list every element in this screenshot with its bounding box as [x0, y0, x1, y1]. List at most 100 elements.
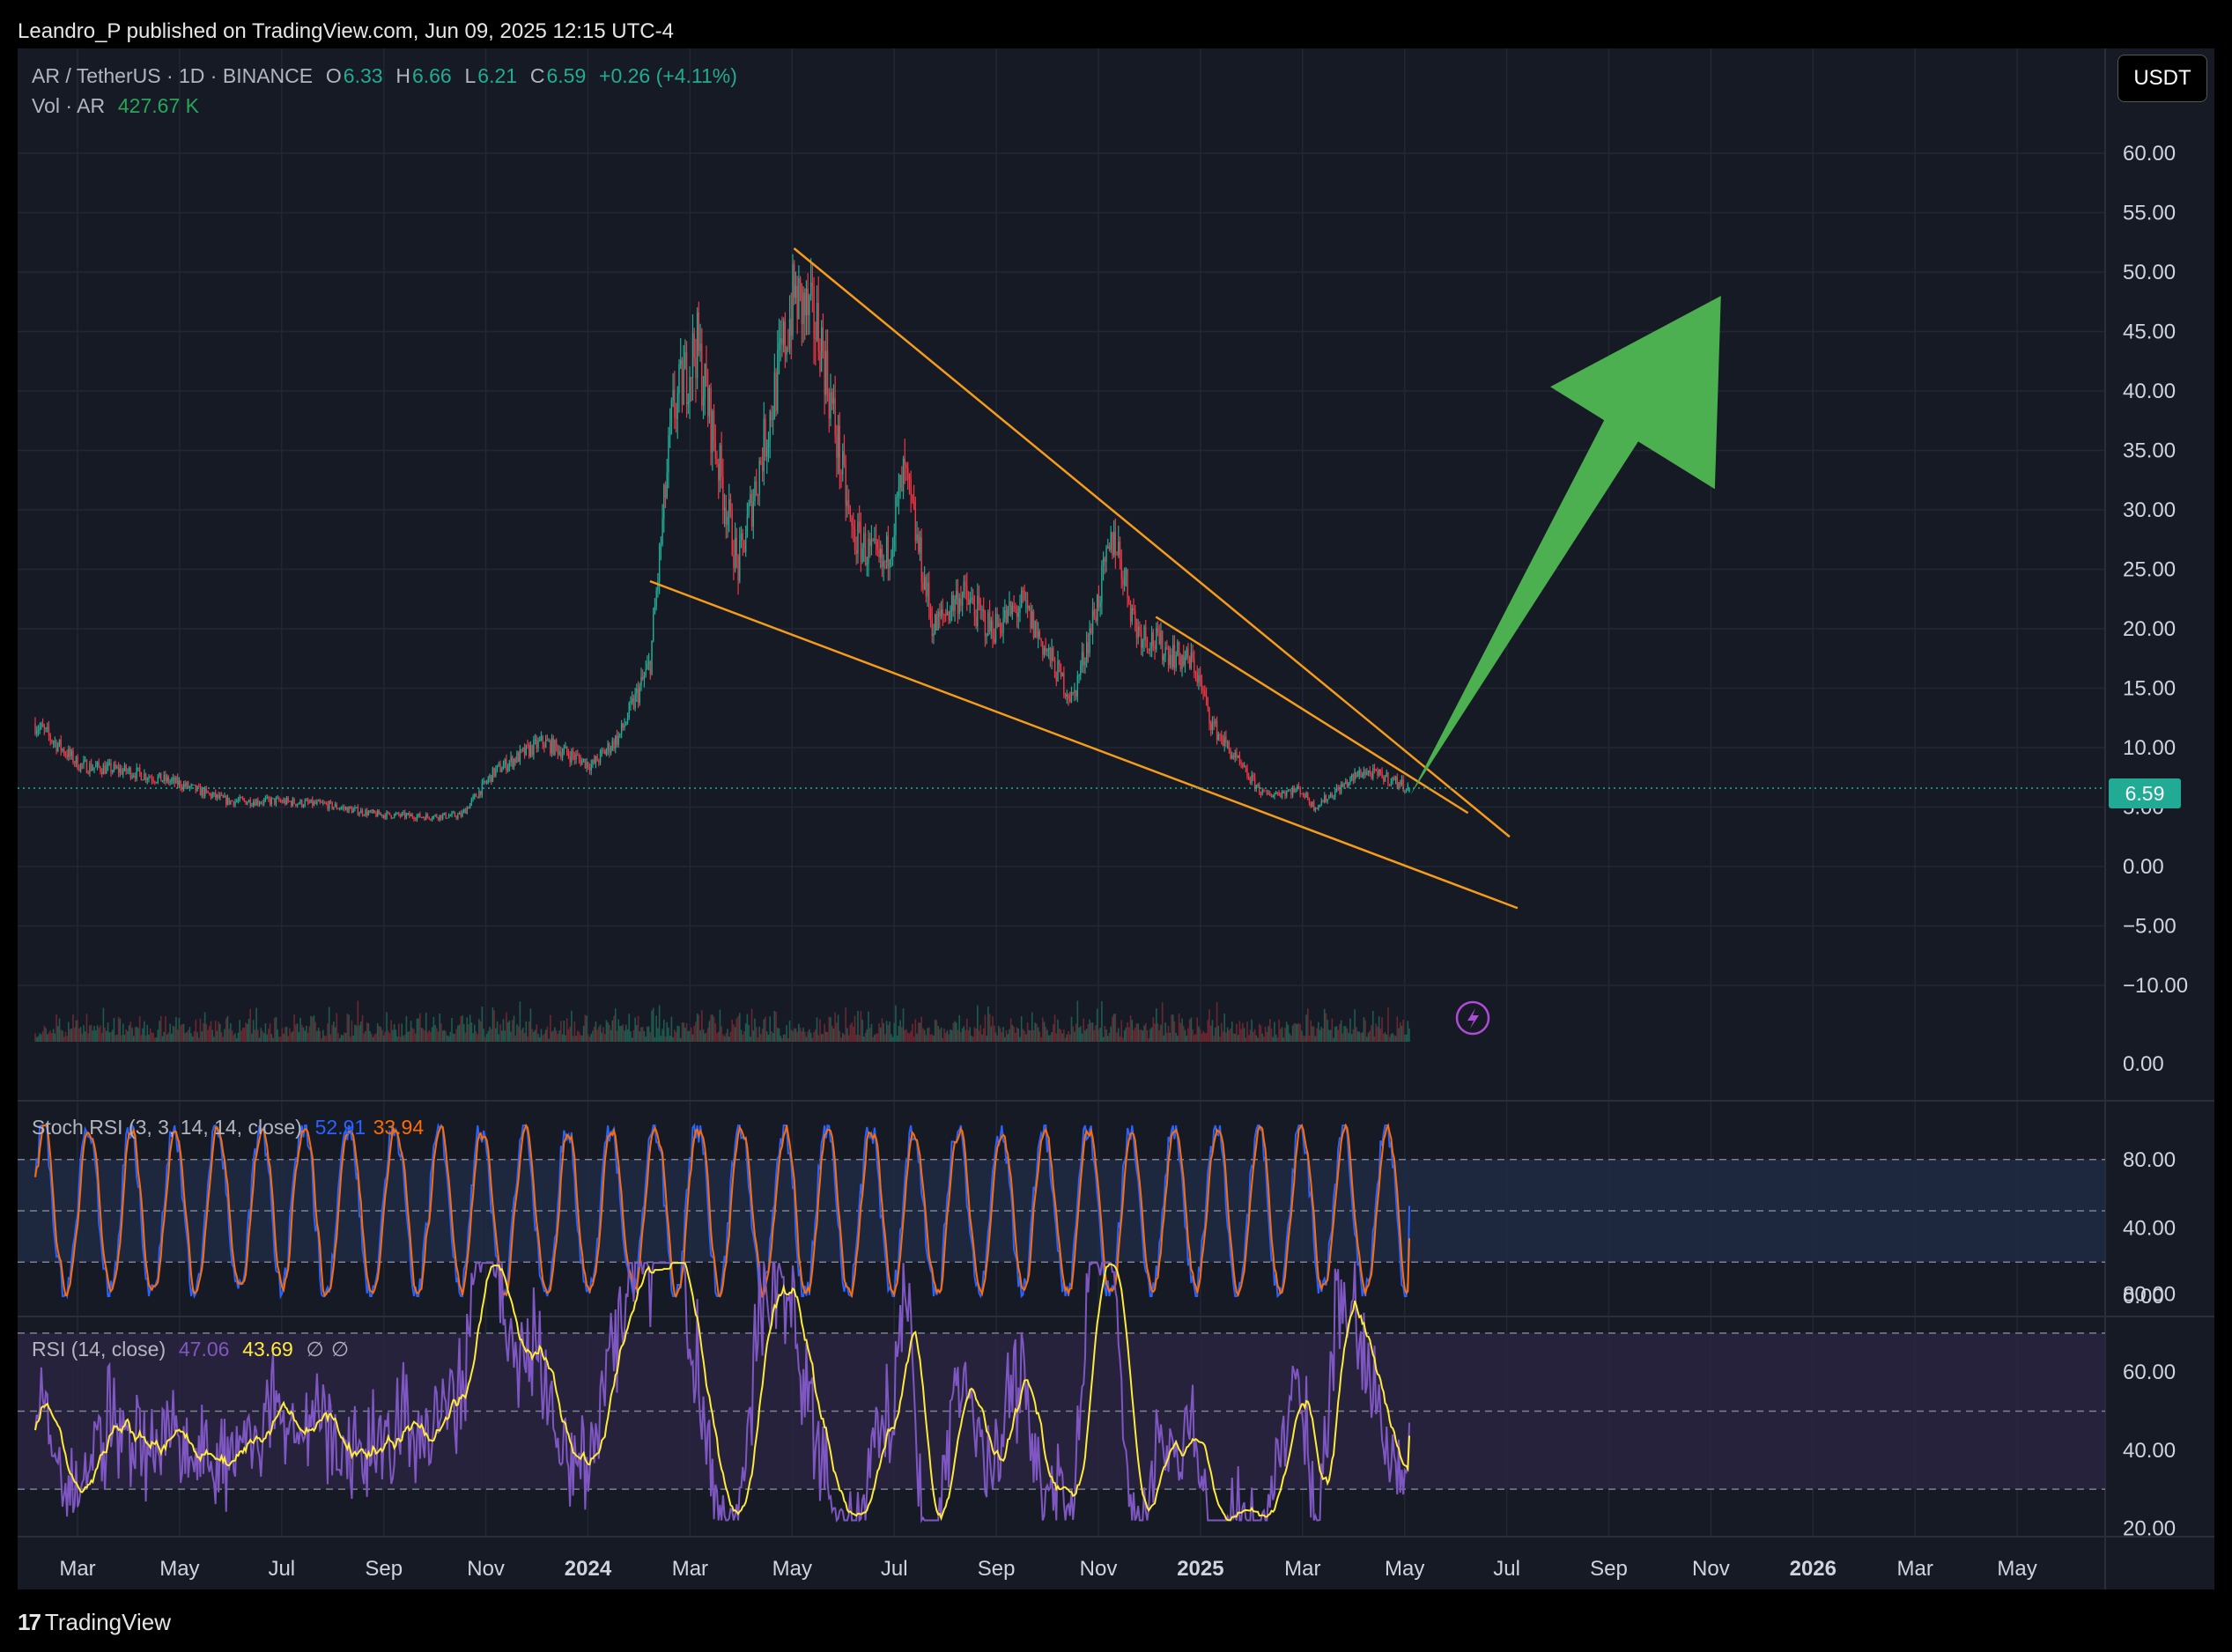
candle-body	[820, 327, 823, 372]
rsi-label[interactable]: RSI (14, close)	[32, 1338, 166, 1361]
volume-bar	[262, 1030, 263, 1042]
candle-body	[292, 799, 294, 806]
volume-bar	[543, 1034, 545, 1042]
candle-body	[1208, 707, 1210, 724]
volume-bar	[104, 1027, 106, 1042]
candle-body	[988, 611, 991, 631]
candle-body	[1334, 791, 1336, 798]
volume-bar	[814, 1029, 817, 1042]
volume-bar	[1304, 1036, 1306, 1042]
volume-bar	[931, 1034, 934, 1042]
volume-bar	[552, 1030, 555, 1042]
candle-body	[1404, 790, 1406, 792]
trendlines[interactable]	[649, 247, 1519, 910]
candle-body	[457, 814, 459, 818]
volume-bar	[891, 1036, 894, 1042]
volume-bar	[351, 1020, 353, 1042]
volume-bar	[649, 1032, 652, 1042]
volume-bar	[447, 1036, 450, 1042]
candle-body	[1352, 775, 1355, 780]
volume-bar	[1232, 1033, 1235, 1042]
volume-bar	[700, 1010, 703, 1042]
volume-bar	[716, 1033, 718, 1042]
candle-body	[1075, 690, 1077, 697]
volume-bar	[203, 1012, 206, 1042]
candle-body	[1387, 772, 1389, 785]
candle-body	[836, 435, 838, 458]
candle-body	[782, 321, 785, 345]
candle-body	[702, 397, 705, 406]
volume-bar	[483, 1029, 484, 1042]
volume-bar	[146, 1024, 149, 1042]
candle-body	[855, 549, 857, 554]
volume-bar	[437, 1031, 440, 1042]
candle-body	[79, 763, 82, 771]
volume-bar	[144, 1035, 147, 1042]
candle-body	[604, 750, 606, 755]
volume-bar	[366, 1021, 368, 1042]
stoch-label[interactable]: Stoch RSI (3, 3, 14, 14, close)	[32, 1116, 302, 1139]
volume-bar	[334, 1027, 336, 1042]
candle-body	[278, 798, 280, 801]
candle-body	[1019, 607, 1021, 614]
volume-bar	[905, 1029, 907, 1042]
price-tick-label: 50.00	[2123, 261, 2176, 284]
volume-bar	[457, 1025, 459, 1042]
volume-bar	[787, 1038, 789, 1042]
candle-body	[325, 803, 327, 805]
price-tick-label: 40.00	[2123, 380, 2176, 403]
candle-body	[314, 801, 316, 804]
footer-brand[interactable]: 17 TradingView	[18, 1604, 171, 1640]
rsi-null-symbol-2: ∅	[331, 1338, 350, 1361]
volume-bar	[1390, 1034, 1393, 1042]
candle-body	[1302, 793, 1304, 796]
volume-bar	[538, 1036, 541, 1042]
candle-body	[954, 599, 956, 611]
chart-frame[interactable]: 60.00 55.00 50.00 45.00 40.00 35.00 30.00 25.00…	[18, 48, 2214, 1589]
candle-body	[790, 319, 792, 336]
currency-button[interactable]: USDT	[2117, 55, 2207, 102]
candle-body	[542, 735, 543, 744]
volume-label[interactable]: Vol · AR	[32, 94, 106, 117]
volume-bar	[1196, 1017, 1199, 1042]
candle-body	[1179, 656, 1182, 669]
volume-bar	[647, 1026, 648, 1042]
volume-bar	[170, 1033, 173, 1042]
volume-bar	[798, 1023, 800, 1042]
candle-body	[1289, 790, 1290, 792]
volume-bar	[462, 1023, 465, 1042]
volume-bar	[255, 1007, 257, 1042]
candle-body	[696, 312, 698, 379]
candle-body	[1356, 774, 1359, 778]
volume-bar	[809, 1029, 810, 1042]
candle-body	[1123, 576, 1126, 586]
volume-bar	[1084, 1030, 1086, 1042]
volume-bar	[211, 1029, 214, 1042]
high-value: 6.66	[411, 64, 452, 87]
symbol-name[interactable]: AR / TetherUS · 1D · BINANCE	[32, 64, 314, 87]
volume-bar	[230, 1022, 232, 1042]
candle-body	[1284, 792, 1286, 796]
volume-bar	[210, 1021, 212, 1042]
candle-body	[1043, 647, 1046, 655]
chart-canvas[interactable]: 60.0055.0050.0045.0040.0035.0030.0025.00…	[18, 48, 2214, 1589]
candle-body	[870, 540, 873, 547]
volume-bar	[373, 1034, 376, 1042]
volume-bar	[1061, 1033, 1063, 1042]
volume-bar	[1272, 1036, 1275, 1042]
volume-bar	[440, 1023, 442, 1042]
volume-bar	[1319, 1029, 1321, 1042]
candle-body	[869, 538, 871, 547]
volume-bar	[235, 1037, 238, 1042]
candle-body	[1386, 772, 1387, 778]
volume-bar	[1401, 1025, 1403, 1042]
volume-bar	[419, 1013, 421, 1042]
time-tick-label: Nov	[1080, 1557, 1118, 1581]
volume-bar	[563, 1021, 565, 1042]
volume-bar	[1280, 1029, 1282, 1042]
candle-body	[426, 814, 429, 817]
volume-bar	[883, 1023, 884, 1042]
candle-body	[788, 319, 791, 349]
volume-bar	[640, 1027, 642, 1042]
candle-body	[642, 676, 644, 679]
